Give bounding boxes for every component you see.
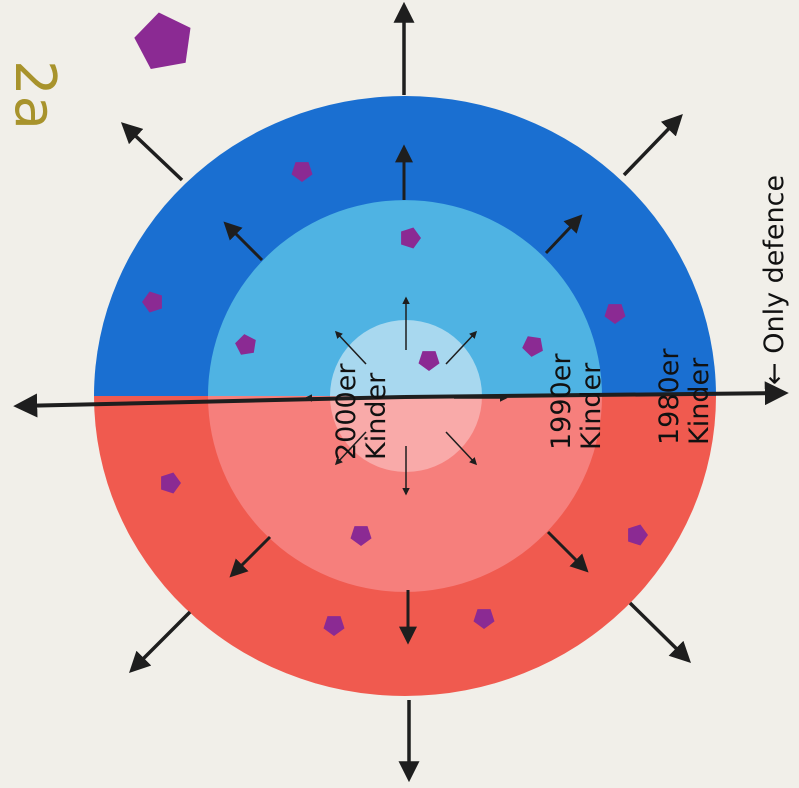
pentagon-icon xyxy=(323,616,345,636)
arrow-icon xyxy=(223,221,264,262)
ring-label-inner-line2: Kinder xyxy=(361,372,392,460)
pentagon-icon xyxy=(628,524,648,546)
pentagon-icon xyxy=(522,336,543,357)
arrow-icon xyxy=(622,113,683,177)
pentagon-icon xyxy=(142,291,162,313)
arrow-icon xyxy=(334,431,367,466)
ring-label-inner: 2000er Kinder xyxy=(331,363,392,460)
pentagon-icon xyxy=(235,334,256,355)
arrow-icon xyxy=(229,535,272,578)
pentagon-icon xyxy=(418,351,440,371)
arrow-icon xyxy=(334,330,367,365)
ring-label-outer-line2: Kinder xyxy=(684,357,715,445)
bottom-half-rings xyxy=(94,396,716,696)
pentagon-markers xyxy=(134,12,648,636)
pentagon-icon xyxy=(350,526,372,546)
arrow-icon xyxy=(544,214,583,255)
arrow-icon xyxy=(445,431,478,466)
ring-label-outer: 1980er Kinder xyxy=(654,348,715,445)
ring-label-middle-line1: 1990er xyxy=(546,353,577,450)
pentagon-icon xyxy=(473,609,495,629)
pentagon-icon xyxy=(161,472,181,494)
top-half-rings xyxy=(94,96,716,396)
arrow-icon xyxy=(546,530,589,573)
ring-label-inner-line1: 2000er xyxy=(331,363,362,460)
pentagon-icon xyxy=(401,227,421,249)
inner-arrows xyxy=(304,296,508,496)
outer-arrows xyxy=(120,1,691,783)
ring-label-middle: 1990er Kinder xyxy=(546,353,607,450)
only-defence-label: ← Only defence xyxy=(759,175,790,385)
pentagon-icon xyxy=(291,162,313,182)
pentagon-icon xyxy=(604,304,626,324)
pentagon-icon xyxy=(134,12,191,69)
arrow-icon xyxy=(628,601,691,663)
ring-inner-top xyxy=(330,320,482,396)
arrow-icon xyxy=(445,330,478,365)
axis-arrow-right xyxy=(404,381,789,406)
ring-inner-bottom xyxy=(330,396,482,472)
corner-mark: 2a xyxy=(2,60,67,130)
middle-arrows xyxy=(223,144,589,645)
arrow-icon xyxy=(120,122,184,182)
ring-label-middle-line2: Kinder xyxy=(576,362,607,450)
arrow-icon xyxy=(129,610,192,673)
ring-label-outer-line1: 1980er xyxy=(654,348,685,445)
